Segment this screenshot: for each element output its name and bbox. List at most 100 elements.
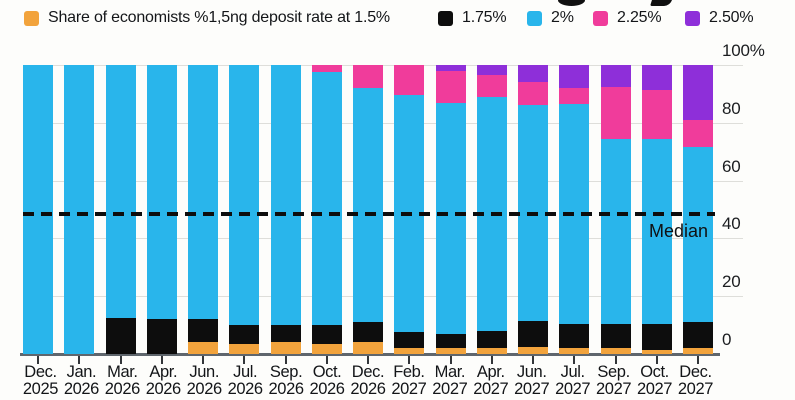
legend-swatch-blue [527,10,542,26]
legend-label: 2.25% [617,9,662,26]
legend-swatch-black [438,10,453,26]
bar-segment-2-50pct [641,65,672,90]
bar-segment-1-75pct [518,320,548,347]
x-axis-label-oct-2026: Oct. 2026 [309,363,345,398]
axis-tick [147,356,177,364]
bar-segment-1-75pct [683,322,713,349]
bar-column-oct-2027[interactable] [641,65,672,354]
bar-column-mar-2027[interactable] [435,65,466,354]
bar-segment-1-5pct [518,346,548,354]
y-axis-label-20: 20 [722,272,741,292]
bar-column-dec-2027[interactable] [683,65,713,354]
bar-segment-2pct [64,65,95,354]
x-axis-label-jan-2026: Jan. 2026 [63,363,100,398]
x-axis-label-oct-2027: Oct. 2027 [636,363,673,398]
stacked-bars [23,65,713,354]
bar-segment-1-5pct [394,348,425,354]
axis-tick [188,356,218,364]
x-axis: Dec. 2025 Jan. 2026 Mar. 2026 Apr. 2026 Jun. 2026… [20,364,716,398]
bar-segment-1-75pct [476,330,507,349]
bar-column-sep-2027[interactable] [600,65,631,354]
x-axis-label-dec-2025: Dec. 2025 [22,363,59,398]
gridline-80 [23,122,743,124]
y-axis-label-0: 0 [722,330,732,349]
x-axis-label-apr-2027: Apr. 2027 [473,363,509,398]
axis-tick [683,356,713,364]
median-label: Median [648,220,708,241]
axis-tick [23,356,53,364]
x-axis-label-sep-2027: Sep. 2027 [596,363,632,398]
bar-segment-1-75pct [641,323,672,350]
x-axis-label-jun-2027: Jun. 2027 [514,363,550,398]
bar-segment-2pct [23,65,53,354]
bar-segment-1-75pct [435,333,466,349]
bar-segment-1-75pct [188,319,218,343]
cropped-title-descender [650,0,672,6]
y-axis-label-80: 80 [722,98,741,118]
legend-label: 2% [551,9,574,26]
bar-segment-1-75pct [559,323,590,349]
bar-segment-2pct [435,102,466,334]
bar-column-apr-2027[interactable] [476,65,507,354]
y-axis-label-100: 100% [722,41,765,60]
bar-column-sep-2026[interactable] [270,65,301,354]
x-axis-label-jun-2026: Jun. 2026 [186,363,223,398]
x-axis-label-jul-2027: Jul. 2027 [555,363,591,398]
legend-swatch-pink [593,10,608,26]
bar-column-jan-2026[interactable] [64,65,95,354]
legend-item-2-25pct[interactable]: 2.25% [593,7,662,29]
bar-column-oct-2026[interactable] [311,65,342,354]
legend-item-1-75pct[interactable]: 1.75% [438,7,507,29]
bar-column-jun-2026[interactable] [188,65,218,354]
median-line [23,211,715,216]
bar-segment-2-50pct [435,65,466,71]
axis-tick [436,356,466,364]
gridline-100 [23,65,743,66]
plot-area: Median [23,65,743,354]
legend-item-1-5pct[interactable]: Share of economists %1,5ng deposit rate … [24,7,390,29]
axis-tick [642,356,672,364]
bar-segment-2-25pct [353,65,383,89]
legend-item-2-50pct[interactable]: 2.50% [685,7,754,29]
legend-label: Share of economists %1,5ng deposit rate … [48,9,390,26]
bar-column-jul-2027[interactable] [559,65,590,354]
bar-column-feb-2027[interactable] [394,65,425,354]
bar-segment-2-25pct [600,86,631,139]
bar-segment-1-5pct [188,342,218,354]
bar-column-dec-2025[interactable] [23,65,53,354]
bar-segment-1-5pct [353,342,383,354]
legend-label: 1.75% [462,9,507,26]
bar-segment-1-75pct [353,322,383,343]
y-axis-label-60: 60 [722,156,741,176]
x-axis-baseline [20,353,720,356]
bar-column-jun-2027[interactable] [518,65,548,354]
x-axis-label-feb-2027: Feb. 2027 [391,363,427,398]
axis-tick [601,356,631,364]
bar-segment-1-5pct [559,348,590,354]
axis-tick [229,356,259,364]
x-axis-label-dec-2026: Dec. 2026 [350,363,386,398]
bar-segment-1-75pct [229,325,260,344]
bar-segment-2pct [105,65,136,318]
gridline-60 [23,180,743,182]
bar-segment-1-5pct [229,343,260,354]
cropped-title-descender [558,0,585,6]
bar-column-mar-2026[interactable] [105,65,136,354]
bar-segment-2-50pct [600,65,631,87]
bar-column-apr-2026[interactable] [146,65,177,354]
bar-segment-2-50pct [683,65,713,120]
bar-segment-2pct [641,138,672,324]
bar-segment-2-25pct [559,88,590,105]
bar-segment-2-50pct [476,65,507,76]
axis-tick [394,356,424,364]
bar-segment-2-25pct [311,65,342,73]
bar-segment-2pct [683,147,713,323]
bar-segment-1-75pct [600,323,631,349]
bar-column-jul-2026[interactable] [229,65,260,354]
bar-segment-2-25pct [435,70,466,103]
bar-column-dec-2026[interactable] [353,65,383,354]
bar-segment-2pct [146,65,177,320]
bar-segment-1-5pct [311,343,342,354]
x-axis-label-dec-2027: Dec. 2027 [677,363,714,398]
legend-item-2pct[interactable]: 2% [527,7,574,29]
